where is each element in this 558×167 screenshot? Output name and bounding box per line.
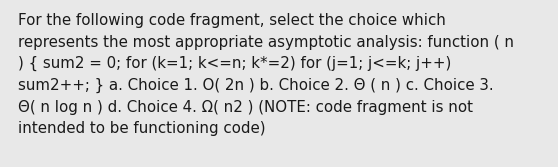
Text: For the following code fragment, select the choice which
represents the most app: For the following code fragment, select … <box>18 13 514 136</box>
